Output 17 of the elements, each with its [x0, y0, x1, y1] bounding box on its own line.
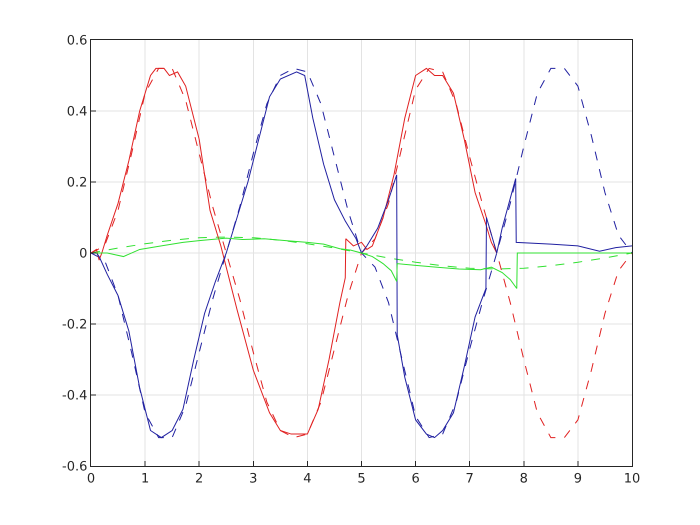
y-tick-label: 0.6 [66, 34, 88, 49]
y-tick-label: -0.6 [62, 460, 88, 475]
y-tick-label: -0.4 [62, 388, 88, 404]
x-tick-label: 3 [249, 472, 258, 487]
y-tick-label: -0.2 [62, 318, 88, 333]
x-tick-label: 9 [574, 472, 582, 487]
x-tick-label: 10 [624, 472, 640, 487]
x-tick-label: 7 [466, 472, 474, 487]
x-tick-label: 2 [195, 472, 204, 487]
x-tick-label: 1 [140, 472, 150, 487]
x-tick-label: 8 [520, 472, 528, 487]
y-tick-label: 0 [79, 246, 88, 262]
y-tick-label: 0.2 [66, 176, 88, 191]
x-tick-label: 6 [411, 472, 420, 487]
x-tick-label: 5 [357, 472, 366, 487]
y-tick-label: 0.4 [66, 104, 88, 120]
x-tick-label: 4 [303, 472, 312, 487]
